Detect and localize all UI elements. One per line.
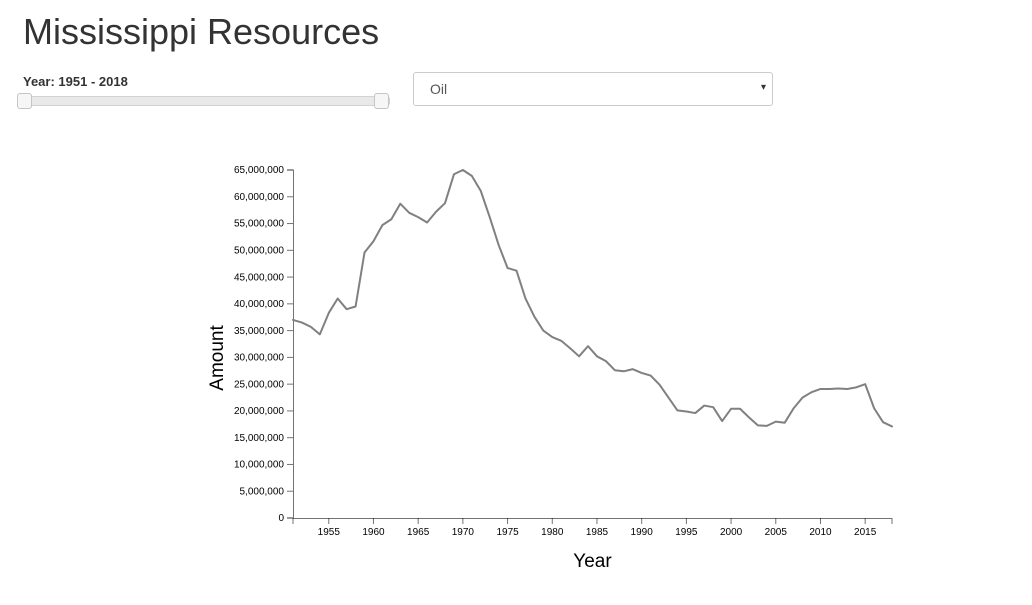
x-tick: 1970 [452, 518, 475, 538]
x-tick: 2010 [809, 518, 832, 538]
x-tick-label: 1990 [631, 527, 654, 538]
y-tick: 60,000,000 [234, 192, 293, 203]
x-tick-label: 1970 [452, 527, 475, 538]
y-tick: 5,000,000 [240, 486, 293, 497]
x-tick: 2005 [765, 518, 788, 538]
y-tick: 65,000,000 [234, 165, 293, 176]
x-tick-label: 1975 [496, 527, 519, 538]
x-tick: 1965 [407, 518, 430, 538]
y-tick: 30,000,000 [234, 353, 293, 364]
x-tick: 1985 [586, 518, 609, 538]
y-tick-label: 25,000,000 [234, 379, 284, 390]
y-axis: 0 5,000,000 10,000,000 15,000,000 20,000,000… [234, 165, 294, 524]
y-tick-label: 40,000,000 [234, 299, 284, 310]
x-axis: 1955 1960 1965 1970 1975 1980 1985 1990 1995 2000… [292, 518, 893, 538]
resource-select-value: Oil [430, 81, 448, 97]
x-tick: 1955 [318, 518, 341, 538]
x-tick: 2015 [854, 518, 877, 538]
y-axis-line [287, 169, 294, 519]
y-tick: 10,000,000 [234, 460, 293, 471]
series-line [292, 169, 893, 428]
x-tick-label: 1965 [407, 527, 430, 538]
resource-select[interactable]: Oil ▾ [413, 72, 773, 106]
year-range-label: Year: 1951 - 2018 [23, 74, 128, 89]
y-tick: 45,000,000 [234, 272, 293, 283]
x-tick-label: 2015 [854, 527, 877, 538]
x-axis-line [292, 518, 893, 524]
y-tick-label: 15,000,000 [234, 433, 284, 444]
y-tick: 0 [278, 513, 293, 524]
y-tick-label: 55,000,000 [234, 219, 284, 230]
year-range-end-handle[interactable] [374, 93, 389, 109]
y-tick-label: 60,000,000 [234, 192, 284, 203]
x-tick: 1980 [541, 518, 564, 538]
y-tick-label: 5,000,000 [240, 486, 285, 497]
x-tick-label: 2005 [765, 527, 788, 538]
page-title: Mississippi Resources [23, 11, 380, 52]
x-axis-title: Year [573, 551, 612, 572]
x-tick: 1975 [496, 518, 519, 538]
y-tick-label: 10,000,000 [234, 460, 284, 471]
chevron-down-icon: ▾ [760, 82, 766, 93]
y-tick-label: 65,000,000 [234, 165, 284, 176]
y-tick: 40,000,000 [234, 299, 293, 310]
x-tick-label: 2010 [809, 527, 832, 538]
x-tick: 2000 [720, 518, 743, 538]
y-tick-label: 0 [278, 513, 284, 524]
x-tick-label: 1995 [675, 527, 698, 538]
y-tick: 20,000,000 [234, 406, 293, 417]
year-range-start-handle[interactable] [17, 93, 32, 109]
x-tick-label: 1980 [541, 527, 564, 538]
y-axis-title: Amount [207, 325, 228, 391]
y-tick: 55,000,000 [234, 219, 293, 230]
y-tick: 35,000,000 [234, 326, 293, 337]
y-tick: 15,000,000 [234, 433, 293, 444]
y-tick-label: 50,000,000 [234, 246, 284, 257]
plot-area [292, 169, 893, 428]
x-tick-label: 1960 [362, 527, 385, 538]
x-tick: 1995 [675, 518, 698, 538]
y-tick-label: 30,000,000 [234, 353, 284, 364]
x-tick-label: 2000 [720, 527, 743, 538]
x-tick-label: 1955 [318, 527, 341, 538]
y-tick: 50,000,000 [234, 246, 293, 257]
y-tick-label: 35,000,000 [234, 326, 284, 337]
x-tick: 1990 [631, 518, 654, 538]
y-tick-label: 45,000,000 [234, 272, 284, 283]
y-tick: 25,000,000 [234, 379, 293, 390]
x-tick-label: 1985 [586, 527, 609, 538]
x-tick: 1960 [362, 518, 385, 538]
y-tick-label: 20,000,000 [234, 406, 284, 417]
